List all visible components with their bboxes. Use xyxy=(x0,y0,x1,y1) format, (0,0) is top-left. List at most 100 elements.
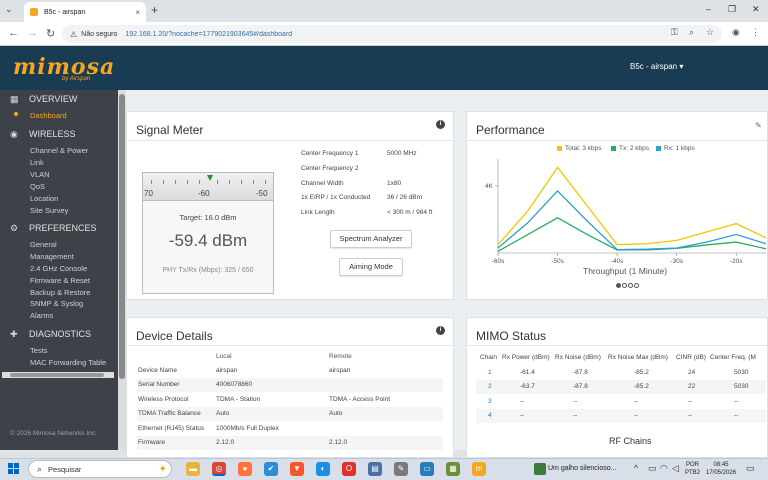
column-header-cinr: CINR (dB) xyxy=(676,354,706,361)
eirp-label: 1x EIRP / 1x Conducted xyxy=(301,194,371,201)
sidebar-item-qos[interactable]: QoS xyxy=(30,182,46,191)
legend-label: Tx: 2 kbps xyxy=(619,145,649,152)
info-icon[interactable]: i xyxy=(436,120,445,129)
browser-tab[interactable]: B5c - airspan × xyxy=(24,2,146,22)
center-frequency-1-value: 5000 MHz xyxy=(387,150,417,157)
firefox-icon[interactable]: ● xyxy=(238,462,252,476)
sidebar-item-channel-power[interactable]: Channel & Power xyxy=(30,146,89,155)
sidebar-item-tests[interactable]: Tests xyxy=(30,346,48,355)
pager-dot[interactable] xyxy=(628,283,633,288)
maximize-button[interactable]: ❐ xyxy=(728,4,737,14)
sidebar-item-site-survey[interactable]: Site Survey xyxy=(30,206,69,215)
sidebar-section-overview[interactable]: ▦ OVERVIEW xyxy=(10,94,77,104)
minimize-button[interactable]: – xyxy=(706,4,712,14)
clock[interactable]: 08:45 17/05/2026 xyxy=(706,461,736,477)
reload-button[interactable]: ↻ xyxy=(46,28,56,40)
start-button[interactable] xyxy=(8,463,19,474)
sidebar-item-backup[interactable]: Backup & Restore xyxy=(30,288,91,297)
copyright: © 2026 Mimosa Networks Inc. xyxy=(10,430,97,437)
new-tab-button[interactable]: + xyxy=(151,3,159,17)
sidebar-item-dashboard[interactable]: Dashboard xyxy=(30,111,67,120)
y-tick-label: 4K xyxy=(485,183,494,190)
news-icon[interactable] xyxy=(534,463,546,475)
sidebar-section-diagnostics[interactable]: ✚ DIAGNOSTICS xyxy=(10,329,91,339)
remote-app-icon[interactable]: ▭ xyxy=(420,462,434,476)
column-header-local: Local xyxy=(216,353,232,360)
eirp-value: 36 / 26 dBm xyxy=(387,194,423,201)
edit-icon[interactable]: ✎ xyxy=(755,121,762,130)
tab-close-button[interactable]: × xyxy=(135,7,140,17)
browser-menu-icon[interactable]: ⋮ xyxy=(751,27,760,37)
section-label: OVERVIEW xyxy=(29,94,78,104)
mimosa-app-icon[interactable]: m xyxy=(472,462,486,476)
sheet-app-icon[interactable]: ▦ xyxy=(446,462,460,476)
insecure-label[interactable]: Não seguro xyxy=(81,30,118,38)
close-window-button[interactable]: ✕ xyxy=(752,4,760,14)
tray-chevron-icon[interactable]: ^ xyxy=(634,463,639,473)
pager-dot[interactable] xyxy=(634,283,639,288)
sidebar-item-general[interactable]: General xyxy=(30,240,57,249)
divider xyxy=(467,345,767,346)
sidebar-item-snmp[interactable]: SNMP & Syslog xyxy=(30,299,84,308)
info-icon[interactable]: i xyxy=(436,326,445,335)
sidebar-section-preferences[interactable]: ⚙ PREFERENCES xyxy=(10,223,97,233)
edge-icon[interactable]: ◐ xyxy=(316,462,330,476)
warning-icon[interactable]: ⚠ xyxy=(70,29,78,39)
aiming-mode-button[interactable]: Aiming Mode xyxy=(339,258,403,276)
sidebar-item-link[interactable]: Link xyxy=(30,158,44,167)
sparkle-icon: ✦ xyxy=(158,463,167,475)
news-widget[interactable]: Um galho silencioso... xyxy=(548,465,617,472)
mimosa-logo[interactable]: mimosa xyxy=(13,54,116,80)
chrome-icon[interactable]: ◎ xyxy=(212,462,226,476)
chart-pager[interactable] xyxy=(616,283,640,290)
url-text[interactable]: 192.168.1.20/?nocache=1779021903645#/das… xyxy=(125,30,293,38)
remote-value: airspan xyxy=(329,367,351,374)
wifi-icon[interactable]: ◠ xyxy=(660,463,668,473)
brave-icon[interactable]: ▼ xyxy=(290,462,304,476)
bookmark-star-icon[interactable]: ☆ xyxy=(706,27,715,37)
clock-time: 08:45 xyxy=(713,462,729,468)
column-header-rx-noise: Rx Noise (dBm) xyxy=(555,354,601,361)
sidebar-section-wireless[interactable]: ◉ WIRELESS xyxy=(10,129,76,139)
scrollbar-thumb[interactable] xyxy=(10,373,104,377)
sidebar-item-vlan[interactable]: VLAN xyxy=(30,170,50,179)
network-app-icon[interactable]: ▤ xyxy=(368,462,382,476)
cinr: 24 xyxy=(688,369,696,376)
key-icon[interactable]: ⚿ xyxy=(671,27,678,37)
sidebar-item-firmware[interactable]: Firmware & Reset xyxy=(30,276,91,285)
sidebar-item-mac-forwarding[interactable]: MAC Forwarding Table xyxy=(30,358,107,367)
language-indicator[interactable]: POR PTB2 xyxy=(685,461,700,477)
taskbar-search[interactable]: ⌕ Pesquisar ✦ xyxy=(28,460,172,478)
sidebar-item-console[interactable]: 2.4 GHz Console xyxy=(30,264,88,273)
rx-noise: -87.8 xyxy=(573,369,588,376)
device-details-panel: Device Details i Local Remote Device Nam… xyxy=(126,317,454,458)
device-menu[interactable]: B5c - airspan ▾ xyxy=(630,62,684,71)
scrollbar-thumb[interactable] xyxy=(119,94,125,379)
forward-button[interactable]: → xyxy=(27,27,38,39)
pager-dot[interactable] xyxy=(622,283,627,288)
opera-icon[interactable]: O xyxy=(342,462,356,476)
sidebar-item-location[interactable]: Location xyxy=(30,194,59,203)
display-icon[interactable]: ▭ xyxy=(648,463,657,473)
sidebar-item-alarms[interactable]: Alarms xyxy=(30,311,54,320)
tab-search-icon[interactable]: ⌄ xyxy=(5,4,13,14)
search-placeholder: Pesquisar xyxy=(48,464,82,474)
profile-icon[interactable]: ◉ xyxy=(732,27,740,37)
sidebar-horizontal-scrollbar[interactable] xyxy=(2,372,114,378)
volume-icon[interactable]: ◁ xyxy=(672,463,679,473)
sidebar-item-management[interactable]: Management xyxy=(30,252,74,261)
app-icon[interactable]: ✔ xyxy=(264,462,278,476)
file-explorer-icon[interactable]: ▬ xyxy=(186,462,200,476)
back-button[interactable]: ← xyxy=(8,27,19,39)
column-header-remote: Remote xyxy=(329,353,352,360)
sidebar-vertical-scrollbar[interactable] xyxy=(118,90,126,450)
tool-app-icon[interactable]: ✎ xyxy=(394,462,408,476)
zoom-icon[interactable]: ⌕ xyxy=(689,27,695,37)
series-rx-line xyxy=(497,189,767,251)
legend-swatch-icon xyxy=(656,146,661,151)
address-bar[interactable]: ⚠ Não seguro 192.168.1.20/?nocache=17790… xyxy=(62,25,722,43)
notifications-icon[interactable]: ▭ xyxy=(746,463,755,473)
pager-dot[interactable] xyxy=(616,283,621,288)
x-tick-label: -40s xyxy=(611,258,624,265)
spectrum-analyzer-button[interactable]: Spectrum Analyzer xyxy=(330,230,412,248)
